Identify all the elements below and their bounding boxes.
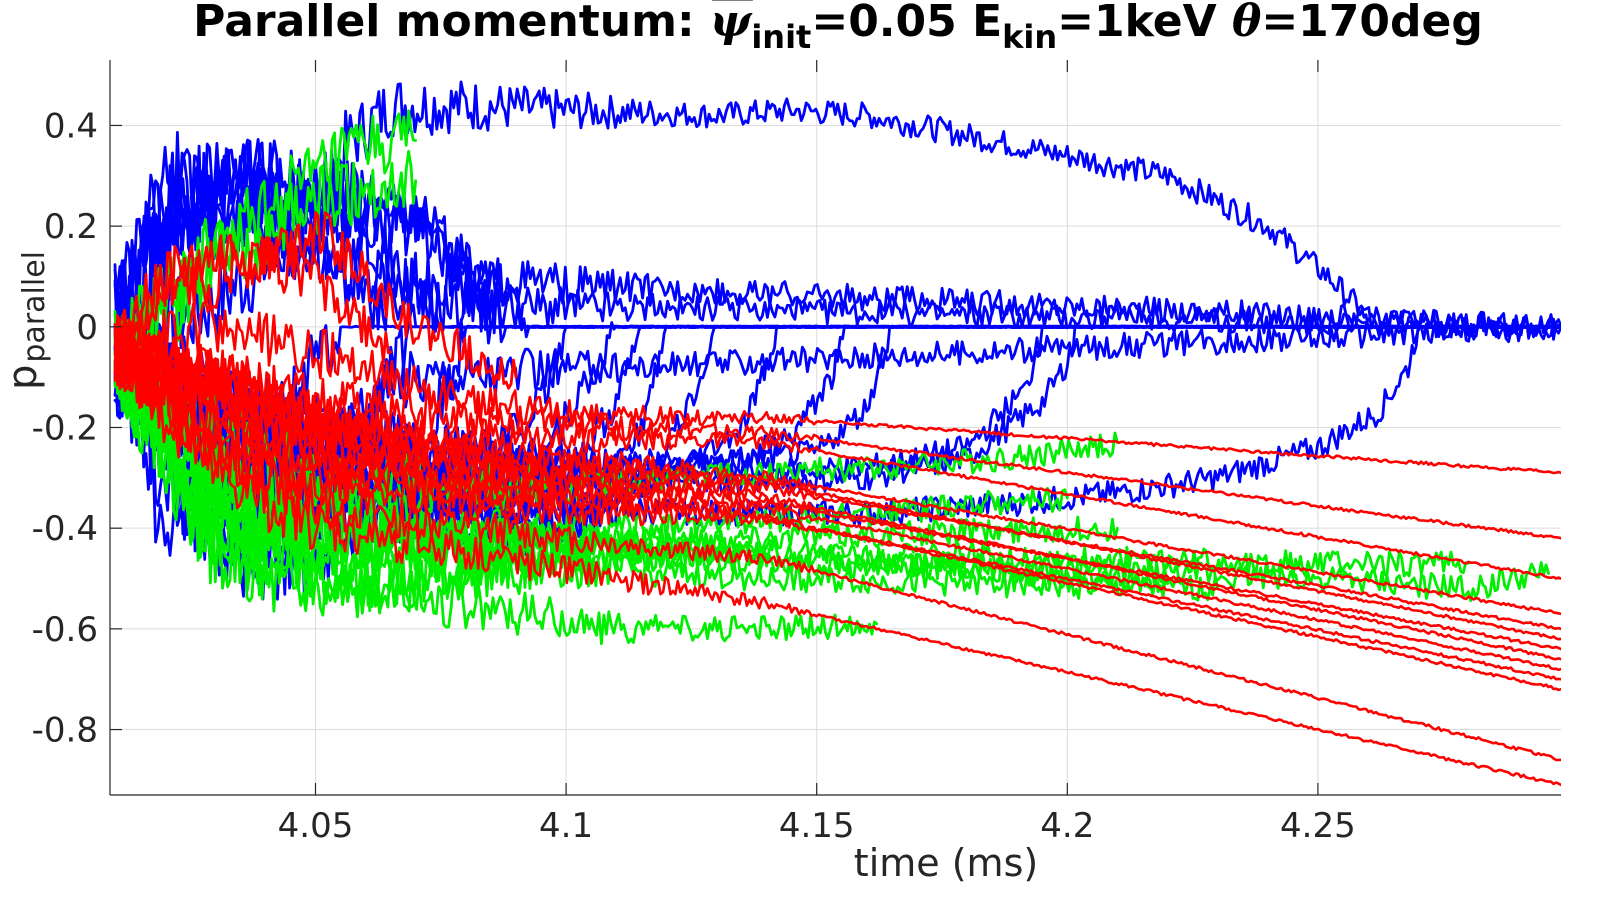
y-tick-label-5: -0.6: [32, 610, 98, 650]
red-trajectory-14: [113, 233, 393, 375]
green-trajectory-9: [113, 323, 879, 646]
y-tick-label-6: -0.8: [32, 711, 98, 751]
green-trajectory-7: [113, 334, 1550, 603]
y-tick-label-2: 0: [76, 308, 98, 348]
psi-symbol: ψ: [710, 0, 753, 47]
red-trajectory-5: [113, 324, 1561, 641]
red-trajectory-7: [113, 320, 1561, 661]
y-tick-label-3: -0.2: [32, 409, 98, 449]
red-trajectory-8: [113, 332, 1561, 672]
red-trajectory-0: [113, 299, 1561, 475]
x-tick-label-2: 4.15: [779, 806, 855, 846]
y-tick-label-1: 0.2: [44, 207, 98, 247]
y-tick-label-0: 0.4: [44, 106, 98, 146]
y-axis-label: pparallel: [0, 251, 52, 390]
x-tick-labels: 4.05 4.1 4.15 4.2 4.25: [278, 806, 1356, 846]
x-tick-label-4: 4.25: [1280, 806, 1356, 846]
y-tick-label-4: -0.4: [32, 509, 98, 549]
blue-trajectory-20: [113, 130, 1561, 341]
green-trajectory-8: [113, 335, 1470, 578]
x-tick-label-1: 4.1: [539, 806, 593, 846]
trajectory-lines: [113, 80, 1561, 787]
red-trajectory-10: [113, 333, 1561, 681]
red-trajectory-12: [113, 331, 1561, 787]
y-tick-labels: 0.4 0.2 0 -0.2 -0.4 -0.6 -0.8: [32, 106, 98, 750]
x-tick-label-3: 4.2: [1040, 806, 1094, 846]
red-trajectory-1: [113, 327, 1561, 540]
x-axis-label: time (ms): [854, 841, 1038, 885]
green-trajectory-10: [113, 331, 768, 619]
axes: [109, 60, 1561, 796]
blue-trajectory-0: [113, 80, 1561, 390]
chart-title: Parallel momentum: ψinit=0.05 Ekin=1keV …: [193, 0, 1483, 56]
x-tick-label-0: 4.05: [278, 806, 354, 846]
blue-trajectory-21: [113, 317, 1561, 557]
